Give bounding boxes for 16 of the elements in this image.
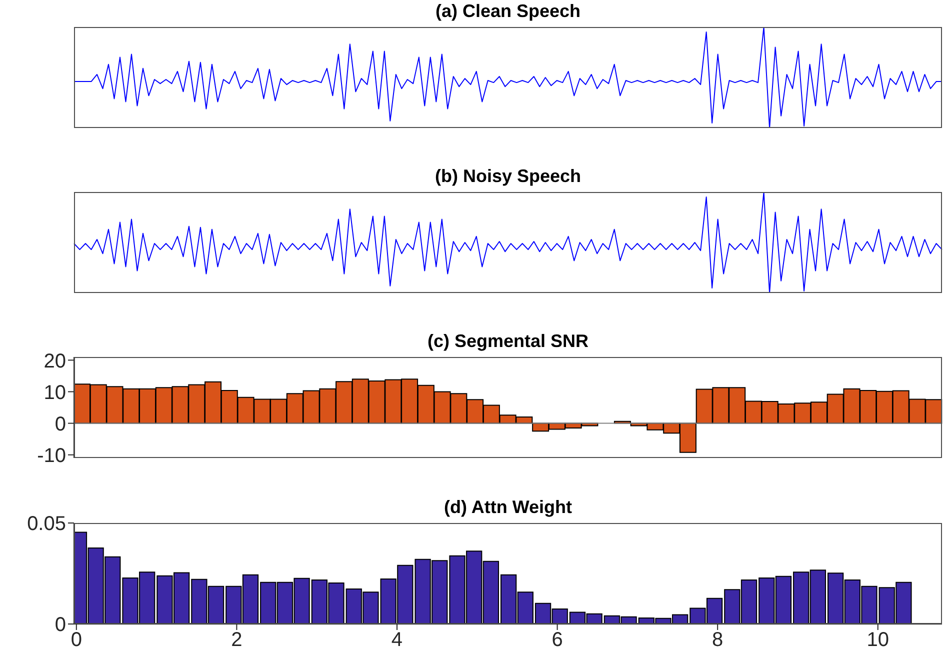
x-tick-label: 10 — [866, 629, 890, 652]
x-tick-label: 6 — [552, 629, 563, 652]
chart-title: (c) Segmental SNR — [426, 330, 590, 353]
y-tick-label: 0.05 — [27, 513, 66, 536]
x-tick-label: 2 — [231, 629, 242, 652]
chart-title: (b) Noisy Speech — [434, 165, 582, 188]
y-tick-label: 20 — [44, 350, 66, 372]
y-tick-label: 0 — [54, 413, 66, 436]
chart-title: (d) Attn Weight — [443, 496, 573, 519]
x-tick-label: 4 — [391, 629, 403, 652]
x-tick-label: 0 — [70, 629, 82, 652]
x-tick-label: 8 — [712, 629, 724, 652]
chart-title: (a) Clean Speech — [434, 0, 582, 23]
y-tick-label: -10 — [37, 444, 66, 467]
y-tick-label: 10 — [44, 382, 66, 404]
y-tick-label: 0 — [54, 614, 66, 636]
